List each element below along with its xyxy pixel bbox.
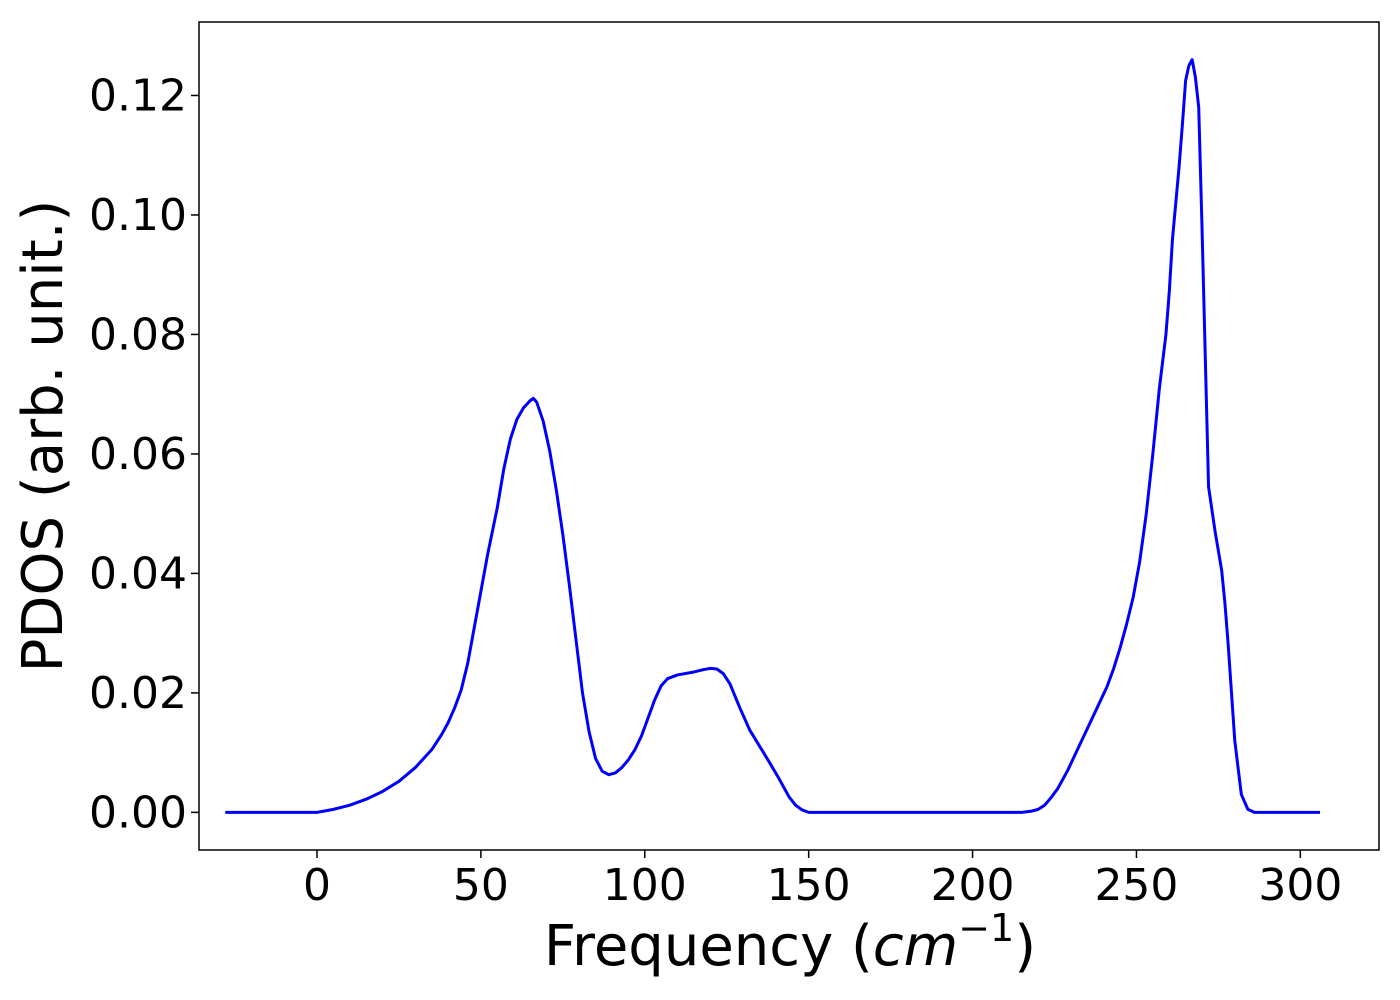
plot-frame: [198, 21, 1380, 851]
x-tick-label: 200: [931, 860, 1015, 911]
y-axis-ticks: 0.00 0.02 0.04 0.06 0.08 0.10 0.12: [89, 70, 199, 838]
y-tick-label: 0.10: [89, 190, 187, 241]
x-tick-label: 50: [453, 860, 509, 911]
x-axis-title-close: ): [1014, 914, 1036, 979]
x-tick-label: 150: [767, 860, 851, 911]
x-axis-title-exponent: −1: [958, 906, 1014, 950]
y-axis-title: PDOS (arb. unit.): [11, 200, 76, 673]
series-line-0: [225, 58, 1320, 814]
y-tick-label: 0.06: [89, 429, 187, 480]
y-tick-label: 0.02: [89, 668, 187, 719]
x-axis-title: Frequency (cm−1): [544, 906, 1036, 979]
y-tick-label: 0.12: [89, 70, 187, 121]
x-axis-ticks: 0 50 100 150 200 250 300: [303, 850, 1342, 911]
x-axis-title-unit: cm: [873, 914, 958, 979]
x-tick-label: 300: [1258, 860, 1342, 911]
y-tick-label: 0.08: [89, 309, 187, 360]
series-layer: [225, 58, 1320, 814]
y-tick-label: 0.00: [89, 787, 187, 838]
x-tick-label: 0: [303, 860, 331, 911]
x-axis-title-text: Frequency (: [544, 914, 873, 979]
y-tick-label: 0.04: [89, 548, 187, 599]
x-tick-label: 250: [1094, 860, 1178, 911]
x-tick-label: 100: [603, 860, 687, 911]
axes-frame: [198, 21, 1380, 851]
